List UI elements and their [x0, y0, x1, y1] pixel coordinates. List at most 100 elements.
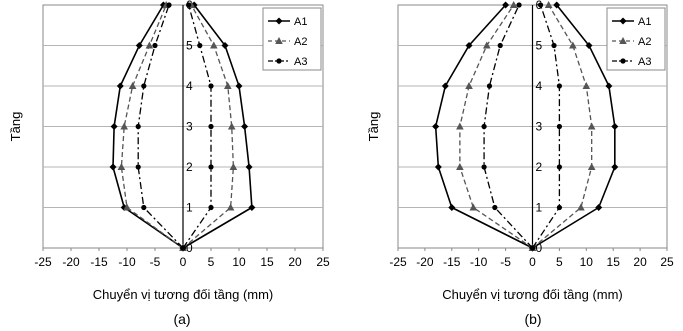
- x-tick-label: 25: [316, 255, 330, 269]
- data-point-A3: [135, 164, 141, 170]
- data-point-A3: [481, 123, 487, 130]
- data-point-A3: [529, 245, 536, 251]
- data-point-A2: [229, 163, 238, 170]
- series-A3: [135, 2, 214, 251]
- data-point-A3: [186, 2, 192, 8]
- y-tick-label: 3: [186, 120, 193, 134]
- x-axis-label: Chuyển vị tương đối tầng (mm): [93, 287, 274, 302]
- x-tick-label: 20: [288, 255, 302, 269]
- x-tick-label: -15: [90, 255, 108, 269]
- caption-a: (a): [173, 311, 190, 327]
- data-point-A3: [141, 83, 147, 89]
- legend-label-A1: A1: [294, 16, 307, 28]
- y-tick-label: 3: [536, 120, 543, 134]
- legend-label-A2: A2: [294, 36, 307, 48]
- data-point-A3: [208, 164, 214, 170]
- x-tick-label: -5: [500, 255, 511, 269]
- y-axis-label: Tầng: [8, 112, 23, 142]
- legend-marker-A2: [275, 37, 283, 44]
- data-point-A3: [208, 204, 214, 211]
- x-tick-label: -25: [389, 255, 407, 269]
- legend-box: [262, 7, 322, 71]
- x-tick-label: -20: [62, 255, 80, 269]
- data-point-A3: [152, 42, 158, 49]
- data-point-A3: [208, 83, 214, 89]
- chart-panel-b: 0123456-25-20-15-10-50510152025A1A2A3Chu…: [366, 0, 674, 327]
- data-point-A1: [595, 204, 603, 211]
- data-point-A1: [116, 82, 124, 90]
- data-point-A1: [553, 1, 561, 9]
- data-point-A2: [482, 41, 491, 49]
- data-point-A2: [456, 163, 464, 170]
- legend-label-A3: A3: [294, 56, 307, 68]
- data-point-A2: [587, 122, 596, 130]
- data-point-A2: [210, 41, 218, 49]
- data-point-A3: [180, 245, 186, 251]
- data-point-A3: [497, 42, 503, 49]
- x-tick-label: 10: [232, 255, 246, 269]
- data-point-A3: [141, 204, 147, 211]
- data-point-A1: [585, 42, 593, 49]
- x-tick-label: -15: [443, 255, 461, 269]
- data-point-A2: [123, 203, 131, 211]
- data-point-A3: [135, 123, 141, 130]
- data-point-A3: [492, 204, 498, 211]
- data-point-A3: [556, 123, 563, 130]
- data-point-A3: [556, 204, 563, 211]
- legend-marker-A1: [275, 17, 283, 25]
- legend-marker-A3: [276, 58, 282, 64]
- data-point-A2: [145, 41, 154, 49]
- x-tick-label: 15: [607, 255, 621, 269]
- data-point-A3: [166, 2, 172, 8]
- x-tick-label: -10: [118, 255, 136, 269]
- data-point-A1: [432, 123, 440, 130]
- data-point-A2: [456, 122, 464, 130]
- series-A3: [481, 2, 563, 251]
- x-tick-label: -10: [470, 255, 488, 269]
- data-point-A1: [241, 123, 249, 130]
- data-point-A2: [577, 203, 585, 211]
- y-tick-label: 1: [186, 201, 193, 215]
- data-point-A2: [120, 122, 128, 130]
- data-point-A2: [117, 163, 126, 170]
- data-point-A1: [110, 123, 118, 130]
- data-point-A3: [481, 164, 487, 170]
- x-axis-label: Chuyển vị tương đối tầng (mm): [442, 287, 623, 302]
- data-point-A1: [465, 42, 473, 49]
- data-point-A2: [569, 41, 577, 49]
- data-point-A1: [221, 42, 229, 49]
- data-point-A2: [587, 163, 596, 170]
- x-tick-label: 25: [660, 255, 674, 269]
- legend-label-A2: A2: [638, 36, 651, 48]
- data-point-A1: [245, 163, 253, 171]
- legend-marker-A3: [620, 58, 626, 64]
- chart-panel-a: 0123456-25-20-15-10-50510152025A1A2A3Chu…: [8, 0, 330, 327]
- data-point-A1: [448, 204, 456, 211]
- y-tick-label: 5: [536, 39, 543, 53]
- data-point-A2: [469, 203, 478, 211]
- y-tick-label: 5: [186, 39, 193, 53]
- data-point-A3: [486, 83, 493, 89]
- legend-marker-A2: [619, 37, 627, 44]
- data-point-A1: [611, 123, 619, 130]
- data-point-A1: [135, 42, 143, 49]
- y-axis-label: Tầng: [366, 112, 381, 142]
- data-point-A1: [605, 82, 613, 90]
- data-point-A3: [208, 123, 214, 130]
- y-tick-label: 4: [186, 79, 193, 93]
- data-point-A2: [226, 203, 235, 211]
- x-tick-label: 5: [208, 255, 215, 269]
- legend-marker-A1: [619, 17, 627, 25]
- data-point-A2: [465, 82, 473, 89]
- data-point-A3: [197, 42, 203, 49]
- data-point-A2: [582, 82, 591, 89]
- y-tick-label: 0: [536, 241, 543, 255]
- y-tick-label: 2: [186, 160, 193, 174]
- data-point-A1: [235, 82, 243, 90]
- data-point-A2: [227, 122, 236, 130]
- legend: A1 A2 A3: [262, 7, 322, 71]
- y-tick-label: 4: [536, 79, 543, 93]
- data-point-A2: [128, 82, 137, 89]
